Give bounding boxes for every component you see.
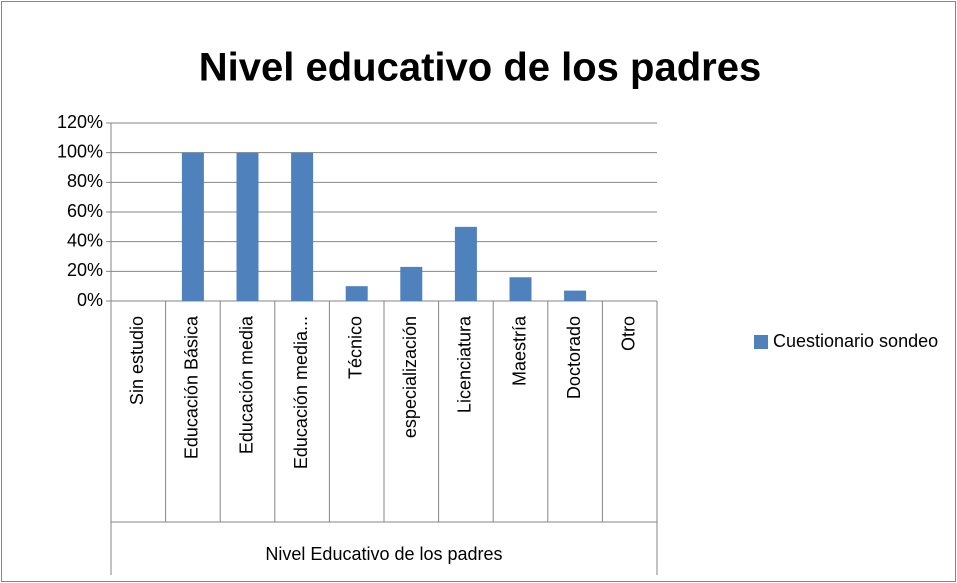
y-tick-label: 20% — [67, 260, 103, 280]
bar — [181, 152, 204, 301]
legend-swatch — [754, 335, 768, 349]
x-tick-label: Educación media — [236, 315, 256, 454]
bar — [454, 226, 477, 301]
x-tick-label: Maestría — [509, 315, 529, 386]
x-axis-label: Nivel Educativo de los padres — [265, 544, 502, 564]
chart-title: Nivel educativo de los padres — [199, 46, 761, 90]
legend-label: Cuestionario sondeo — [773, 331, 938, 351]
y-tick-label: 80% — [67, 171, 103, 191]
y-tick-label: 120% — [57, 112, 103, 132]
bar — [400, 266, 423, 301]
x-tick-label: Otro — [618, 316, 638, 351]
bar — [345, 286, 368, 301]
x-tick-label: Técnico — [345, 316, 365, 379]
x-tick-label: Educación Básica — [182, 315, 202, 459]
y-tick-label: 100% — [57, 141, 103, 161]
y-tick-label: 40% — [67, 230, 103, 250]
x-tick-label: Sin estudio — [127, 316, 147, 405]
x-tick-label: Licenciatura — [455, 315, 475, 413]
y-tick-label: 0% — [77, 290, 103, 310]
bar — [509, 277, 532, 301]
bar — [291, 152, 314, 301]
bar — [236, 152, 259, 301]
bar — [564, 290, 587, 301]
x-tick-label: Doctorado — [564, 316, 584, 399]
x-tick-label: especialización — [400, 316, 420, 438]
x-tick-label: Educación media... — [291, 316, 311, 469]
y-tick-label: 60% — [67, 201, 103, 221]
